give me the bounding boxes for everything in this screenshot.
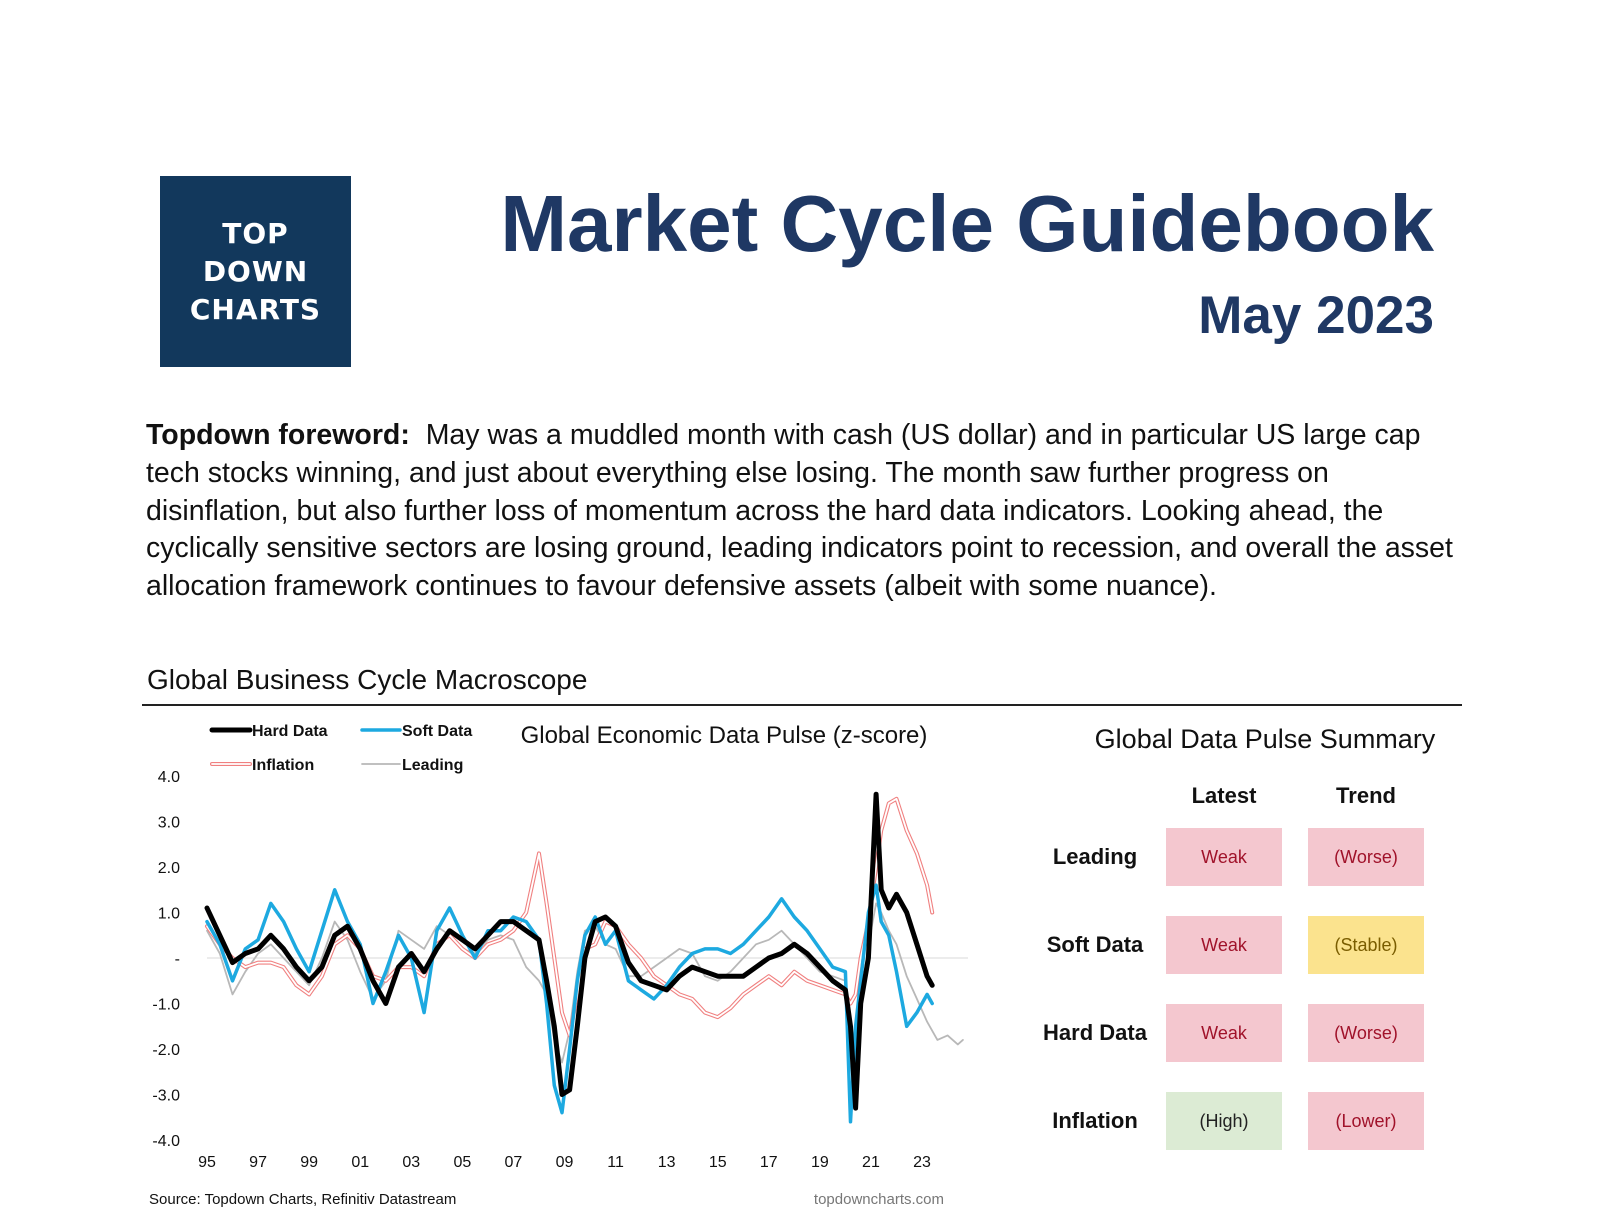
legend-label: Hard Data	[252, 723, 328, 740]
page-title: Market Cycle Guidebook	[500, 179, 1434, 268]
column-header-trend: Trend	[1336, 783, 1396, 808]
summary-row-label: Hard Data	[1043, 1020, 1147, 1045]
legend-label: Inflation	[252, 757, 314, 774]
x-tick-label: 09	[556, 1154, 574, 1171]
foreword-text: May was a muddled month with cash (US do…	[146, 419, 1453, 603]
legend-label: Soft Data	[402, 723, 472, 740]
logo-line: TOP	[222, 216, 289, 250]
y-tick-label: -	[175, 951, 180, 968]
x-tick-label: 97	[249, 1154, 267, 1171]
x-tick-label: 13	[658, 1154, 676, 1171]
logo: TOP DOWN CHARTS	[160, 176, 351, 367]
y-tick-label: 4.0	[158, 769, 180, 786]
x-tick-label: 05	[453, 1154, 471, 1171]
section-divider	[142, 704, 1462, 706]
summary-cell-trend: (Worse)	[1308, 1004, 1424, 1062]
summary-cell-latest: Weak	[1166, 916, 1282, 974]
chart-source: Source: Topdown Charts, Refinitiv Datast…	[149, 1191, 456, 1208]
chart-watermark: topdowncharts.com	[814, 1191, 944, 1208]
foreword: Topdown foreword: May was a muddled mont…	[146, 417, 1464, 606]
x-tick-label: 23	[913, 1154, 931, 1171]
summary-cell-trend: (Worse)	[1308, 828, 1424, 886]
series-line-hard-data	[204, 791, 935, 1111]
y-tick-label: -1.0	[152, 997, 180, 1014]
chart-title: Global Economic Data Pulse (z-score)	[521, 722, 928, 749]
y-tick-label: 2.0	[158, 860, 180, 877]
y-tick-label: -4.0	[152, 1133, 180, 1150]
x-tick-label: 11	[607, 1154, 624, 1171]
summary-cell-latest: (High)	[1166, 1092, 1282, 1150]
data-pulse-chart: Global Economic Data Pulse (z-score) 4.0 3…	[149, 722, 968, 1208]
series-line-inflation-inner	[206, 797, 934, 1037]
logo-line: DOWN	[202, 254, 309, 288]
x-tick-label: 17	[760, 1154, 778, 1171]
column-header-latest: Latest	[1191, 783, 1257, 808]
x-tick-label: 15	[709, 1154, 727, 1171]
section-title: Global Business Cycle Macroscope	[147, 664, 588, 695]
x-tick-label: 19	[811, 1154, 829, 1171]
x-tick-label: 01	[351, 1154, 369, 1171]
y-tick-label: 3.0	[158, 815, 180, 832]
summary-title: Global Data Pulse Summary	[1094, 724, 1436, 754]
x-tick-label: 07	[505, 1154, 523, 1171]
series-line-inflation	[205, 796, 935, 1038]
summary-cell-trend: (Stable)	[1308, 916, 1424, 974]
summary-row-label: Soft Data	[1046, 932, 1144, 957]
x-tick-label: 95	[198, 1154, 216, 1171]
foreword-lead: Topdown foreword:	[146, 419, 410, 451]
legend-label: Leading	[402, 757, 463, 774]
summary-cell-latest: Weak	[1166, 1004, 1282, 1062]
summary-row-label: Inflation	[1052, 1108, 1138, 1133]
y-tick-label: 1.0	[158, 906, 180, 923]
summary-row-label: Leading	[1052, 844, 1138, 869]
y-tick-label: -2.0	[152, 1042, 180, 1059]
y-tick-label: -3.0	[152, 1088, 180, 1105]
x-tick-label: 21	[862, 1154, 880, 1171]
logo-line: CHARTS	[189, 292, 322, 326]
x-tick-label: 03	[402, 1154, 420, 1171]
summary-cell-latest: Weak	[1166, 828, 1282, 886]
report-date: May 2023	[1198, 286, 1434, 345]
summary-cell-trend: (Lower)	[1308, 1092, 1424, 1150]
series-line-soft-data	[205, 883, 934, 1124]
x-tick-label: 99	[300, 1154, 318, 1171]
